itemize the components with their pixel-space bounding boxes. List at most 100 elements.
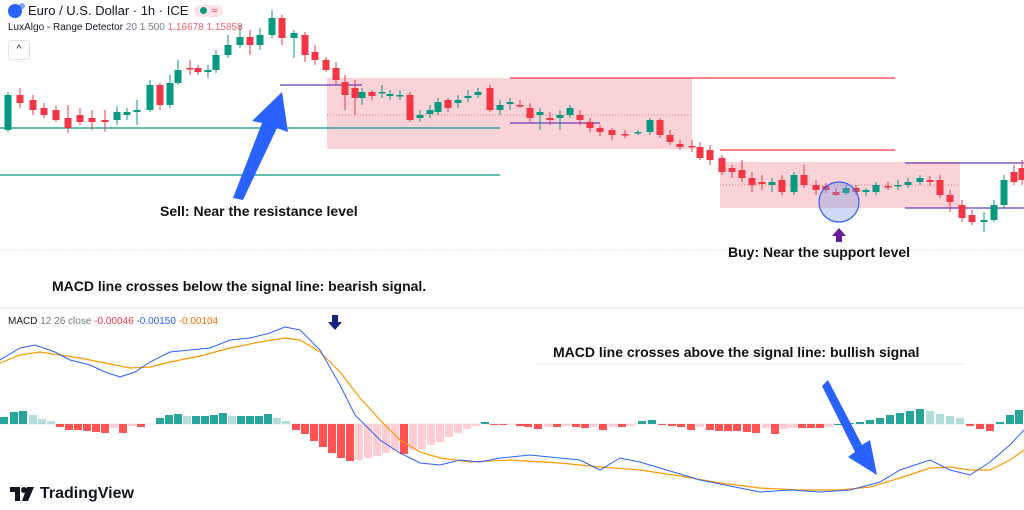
- candle: [894, 180, 902, 190]
- histogram-bar: [310, 424, 318, 441]
- histogram-bar: [273, 418, 281, 424]
- histogram-bar: [328, 424, 336, 453]
- histogram-bar: [264, 414, 272, 424]
- histogram-bar: [301, 424, 309, 434]
- histogram-bar: [956, 418, 964, 424]
- histogram-bar: [201, 416, 209, 424]
- candle: [123, 108, 131, 120]
- candle: [958, 200, 966, 222]
- collapse-legend-button[interactable]: ^: [8, 40, 30, 60]
- candle: [526, 103, 534, 122]
- candle: [368, 90, 376, 100]
- histogram-bar: [544, 424, 552, 427]
- macd-line: [0, 326, 1024, 493]
- candle: [204, 65, 212, 78]
- histogram-bar: [789, 424, 797, 428]
- candle: [76, 108, 84, 125]
- candle: [608, 128, 616, 140]
- symbol-header[interactable]: Euro / U.S. Dollar · 1h · ICE ≈: [8, 2, 224, 18]
- histogram-bar: [856, 422, 864, 424]
- candle: [768, 178, 776, 192]
- candle: [194, 65, 202, 75]
- histogram-bar: [1006, 415, 1014, 424]
- histogram-bar: [906, 411, 914, 424]
- histogram-bar: [590, 424, 598, 427]
- candle: [378, 85, 386, 98]
- histogram-bar: [966, 424, 974, 426]
- candle: [322, 57, 330, 72]
- candle: [311, 45, 319, 65]
- histogram-bar: [743, 424, 751, 432]
- candle: [812, 180, 820, 195]
- histogram-bar: [807, 424, 815, 428]
- histogram-bar: [101, 424, 109, 433]
- candle: [990, 200, 998, 222]
- candle: [556, 110, 564, 130]
- candle: [546, 112, 554, 125]
- histogram-bar: [346, 424, 354, 461]
- histogram-bar: [706, 424, 714, 430]
- sell-annotation: Sell: Near the resistance level: [160, 203, 358, 219]
- candle: [728, 165, 736, 178]
- candle: [778, 175, 786, 195]
- candle: [386, 90, 394, 100]
- symbol-title[interactable]: Euro / U.S. Dollar · 1h · ICE: [28, 3, 189, 18]
- candle: [936, 175, 944, 198]
- indicator-value-2: 1.15858: [206, 22, 243, 33]
- candle: [842, 185, 850, 195]
- candle: [224, 35, 232, 58]
- market-status-badge[interactable]: ≈: [194, 4, 224, 17]
- candle: [341, 75, 349, 110]
- bearish-arrow-icon: [328, 315, 342, 330]
- histogram-bar: [74, 424, 82, 430]
- histogram-bar: [128, 424, 136, 426]
- candle: [396, 90, 404, 100]
- histogram-bar: [65, 424, 73, 430]
- candle: [706, 145, 714, 165]
- histogram-bar: [648, 420, 656, 424]
- candle: [166, 75, 174, 108]
- candle: [758, 175, 766, 190]
- histogram-bar: [715, 424, 723, 431]
- candle: [4, 92, 12, 132]
- candle: [40, 103, 48, 118]
- histogram-bar: [481, 422, 489, 424]
- histogram-bar: [609, 424, 617, 427]
- candle: [268, 10, 276, 38]
- histogram-bar: [156, 418, 164, 424]
- macd-legend[interactable]: MACD 12 26 close -0.00046 -0.00150 -0.00…: [8, 316, 218, 327]
- candle: [29, 95, 37, 115]
- candle: [696, 142, 704, 160]
- indicator-legend[interactable]: LuxAlgo - Range Detector 20 1 500 1.1667…: [8, 22, 243, 33]
- candle: [133, 100, 141, 125]
- histogram-bar: [282, 421, 290, 424]
- tradingview-logo[interactable]: TradingView: [10, 485, 134, 503]
- buy-arrow-icon: [832, 228, 846, 242]
- histogram-bar: [534, 424, 542, 429]
- macd-line-value: -0.00150: [136, 316, 176, 327]
- histogram-bar: [876, 418, 884, 424]
- candle: [656, 118, 664, 138]
- histogram-bar: [174, 414, 182, 424]
- histogram-bar: [382, 424, 390, 453]
- candle: [822, 183, 830, 193]
- candle: [566, 105, 574, 118]
- histogram-bar: [816, 424, 824, 428]
- histogram-bar: [696, 424, 704, 427]
- candle: [634, 130, 642, 135]
- histogram-bar: [752, 424, 760, 433]
- candle: [926, 176, 934, 186]
- bullish-arrow-icon: [822, 380, 877, 475]
- candle: [790, 172, 798, 195]
- candle: [946, 190, 954, 212]
- histogram-bar: [976, 424, 984, 429]
- histogram-bar: [391, 424, 399, 450]
- candle: [496, 100, 504, 115]
- macd-params: 12 26 close: [40, 316, 92, 327]
- histogram-bar: [916, 409, 924, 424]
- histogram-bar: [658, 424, 666, 425]
- histogram-bar: [192, 416, 200, 424]
- candle: [464, 90, 472, 102]
- tradingview-brand: TradingView: [40, 485, 134, 502]
